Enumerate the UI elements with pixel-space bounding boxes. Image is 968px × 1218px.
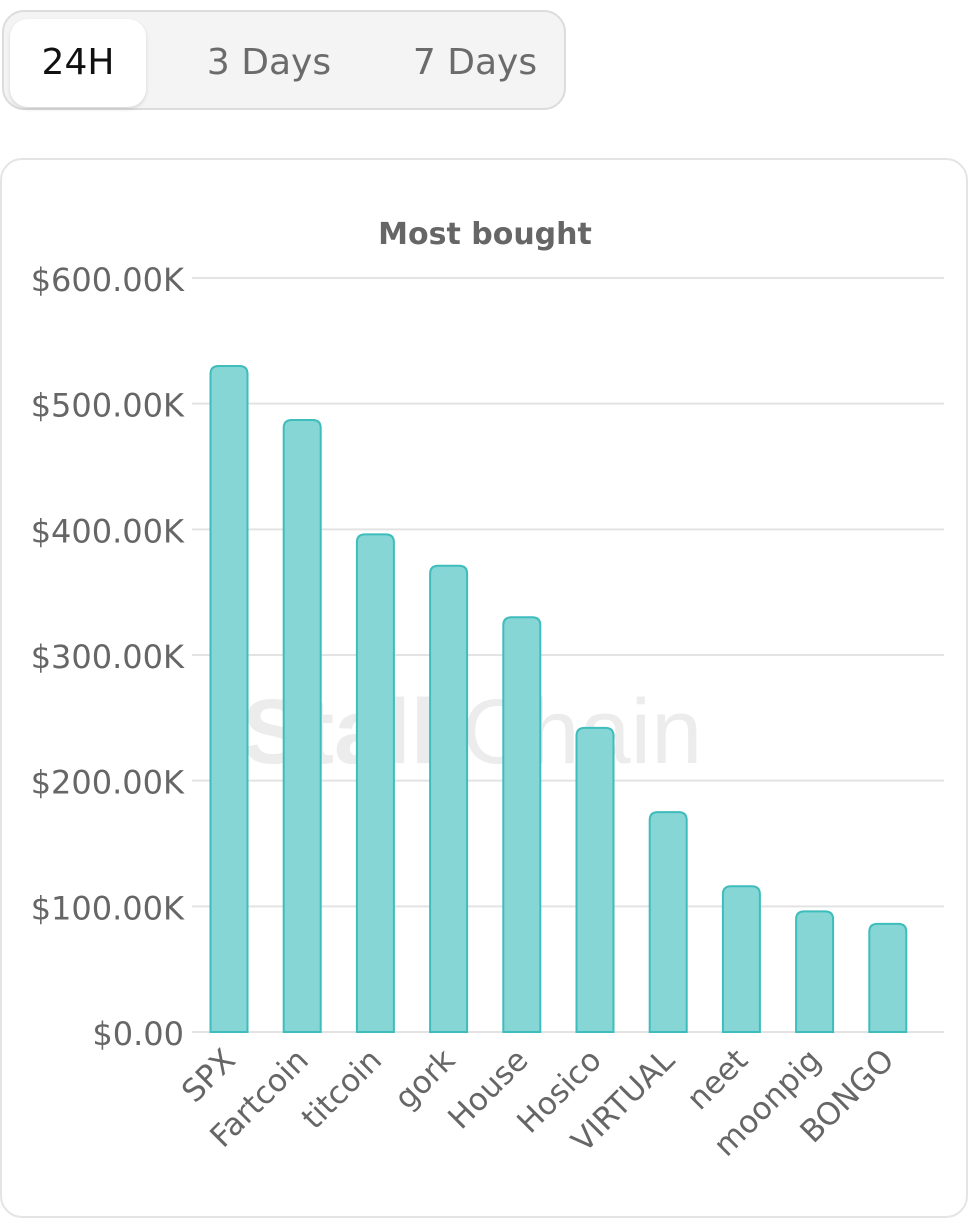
most-bought-chart: Most bought $0.00 $100.00K $200.00K $300.00K… — [31, 217, 944, 1164]
bar — [721, 885, 761, 1033]
y-tick-label: $200.00K — [31, 764, 185, 802]
bar — [355, 533, 395, 1033]
tab-24h[interactable]: 24H — [10, 19, 146, 107]
y-tick-label: $300.00K — [31, 638, 185, 676]
y-tick-label: $500.00K — [31, 387, 185, 425]
watermark-bold: Stalk — [242, 681, 462, 783]
y-tick-label: $400.00K — [31, 512, 185, 550]
time-range-selector: 24H 3 Days 7 Days — [2, 10, 566, 110]
bar — [795, 910, 835, 1033]
bar — [282, 419, 322, 1033]
bar — [502, 616, 542, 1033]
y-tick-label: $100.00K — [31, 889, 185, 927]
chart-title: Most bought — [378, 217, 592, 252]
x-tick-label: titcoin — [295, 1042, 389, 1136]
bar — [209, 364, 249, 1033]
bar — [429, 564, 469, 1033]
y-tick-label: $600.00K — [31, 261, 185, 299]
y-tick-label: $0.00 — [92, 1015, 184, 1053]
bar — [575, 726, 615, 1033]
chart-card: StalkChain Most bought$0.00$100.00K$200.… — [0, 158, 968, 1218]
tab-3-days[interactable]: 3 Days — [206, 42, 332, 83]
tab-7-days[interactable]: 7 Days — [412, 42, 538, 83]
bar — [868, 922, 908, 1033]
bar — [648, 811, 688, 1033]
